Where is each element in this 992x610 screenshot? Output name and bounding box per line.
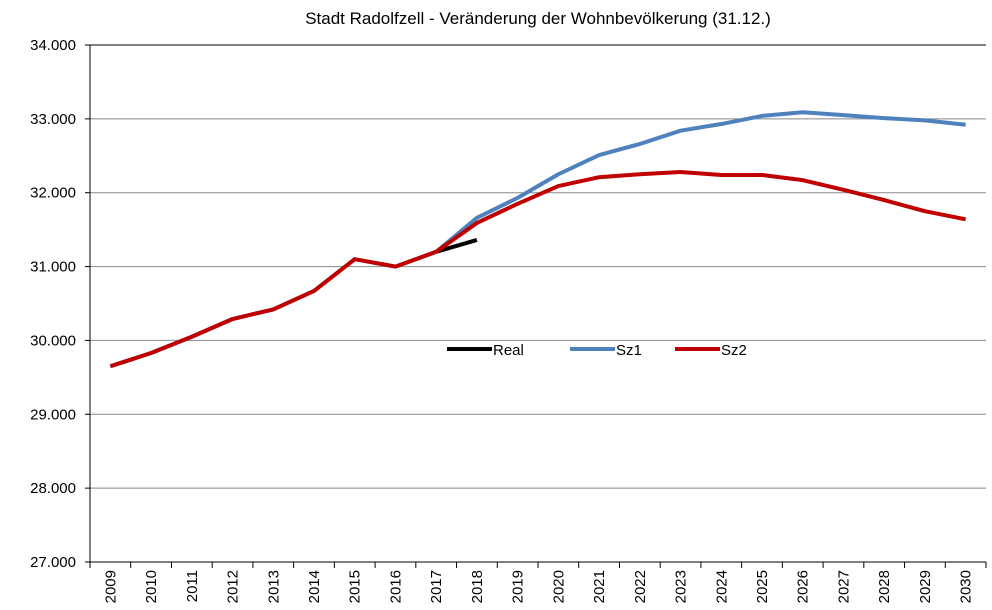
x-tick-label: 2020 [550, 570, 567, 603]
x-tick-label: 2010 [143, 570, 160, 603]
series-line [109, 170, 967, 369]
y-tick-label: 28.000 [30, 480, 76, 497]
x-tick-label: 2023 [673, 570, 690, 603]
x-tick-label: 2027 [835, 570, 852, 603]
legend-label: Real [493, 342, 524, 359]
x-tick-label: 2029 [917, 570, 934, 603]
chart-title: Stadt Radolfzell - Veränderung der Wohnb… [305, 9, 771, 28]
x-tick-label: 2030 [958, 570, 975, 603]
series-line [109, 110, 966, 369]
legend-label: Sz2 [721, 342, 747, 359]
y-tick-label: 30.000 [30, 332, 76, 349]
x-tick-label: 2012 [225, 570, 242, 603]
x-tick-label: 2019 [510, 570, 527, 603]
y-tick-label: 33.000 [30, 111, 76, 128]
x-tick-label: 2016 [387, 570, 404, 603]
x-tick-label: 2018 [469, 570, 486, 603]
x-tick-label: 2015 [347, 570, 364, 603]
x-tick-label: 2025 [754, 570, 771, 603]
x-tick-label: 2009 [102, 570, 119, 603]
legend-label: Sz1 [616, 342, 642, 359]
y-tick-label: 34.000 [30, 37, 76, 54]
x-tick-label: 2013 [265, 570, 282, 603]
y-tick-label: 27.000 [30, 554, 76, 571]
x-tick-label: 2022 [632, 570, 649, 603]
x-tick-label: 2026 [795, 570, 812, 603]
x-tick-label: 2021 [591, 570, 608, 603]
x-tick-label: 2014 [306, 570, 323, 603]
y-tick-label: 29.000 [30, 406, 76, 423]
x-tick-label: 2017 [428, 570, 445, 603]
y-tick-label: 31.000 [30, 259, 76, 276]
x-tick-label: 2024 [713, 570, 730, 603]
x-tick-label: 2028 [876, 570, 893, 603]
x-tick-label: 2011 [184, 570, 201, 602]
y-tick-label: 32.000 [30, 185, 76, 202]
series-line [435, 238, 478, 254]
